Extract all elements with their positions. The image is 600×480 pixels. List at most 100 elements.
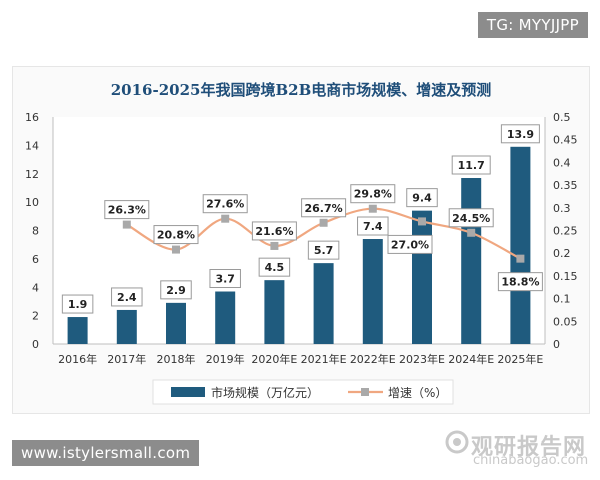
bar bbox=[215, 291, 236, 344]
chart-svg: 2016-2025年我国跨境B2B电商市场规模、增速及预测 0 2 4 6 8 10 12 1… bbox=[25, 81, 578, 405]
x-tick-label: 2017年 bbox=[107, 352, 146, 366]
bar-data-label: 5.7 bbox=[314, 244, 334, 257]
chart-title: 2016-2025年我国跨境B2B电商市场规模、增速及预测 bbox=[111, 81, 492, 99]
growth-data-label-box bbox=[448, 208, 494, 228]
legend-swatch-bar bbox=[171, 387, 205, 397]
bar-data-label-box bbox=[500, 124, 540, 144]
growth-point bbox=[270, 241, 279, 250]
y-left-tick-label: 2 bbox=[32, 310, 39, 323]
growth-data-label-box bbox=[202, 194, 248, 214]
y-right-tick-label: 0.5 bbox=[553, 111, 571, 124]
bar-data-label-box bbox=[160, 280, 192, 300]
bar bbox=[362, 239, 383, 344]
bar-data-label-box bbox=[258, 257, 291, 277]
y-left-tick-label: 8 bbox=[32, 225, 39, 238]
bar-data-label-box bbox=[357, 216, 389, 236]
growth-data-label-box bbox=[350, 184, 396, 204]
growth-data-label: 26.7% bbox=[305, 202, 343, 215]
bar bbox=[313, 263, 334, 344]
x-tick-label: 2025年E bbox=[497, 352, 543, 366]
legend-label-bar: 市场规模（万亿元） bbox=[211, 385, 319, 400]
bar-data-label: 9.4 bbox=[412, 192, 432, 205]
x-tick-label: 2021年E bbox=[301, 352, 347, 366]
chart-panel: 2016-2025年我国跨境B2B电商市场规模、增速及预测 0 2 4 6 8 10 12 1… bbox=[12, 66, 590, 468]
bar bbox=[116, 309, 137, 344]
y-right-tick-label: 0.2 bbox=[553, 247, 571, 260]
x-tick-label: 2023年E bbox=[399, 352, 445, 366]
bar-data-label-box bbox=[451, 155, 491, 175]
bar bbox=[510, 146, 531, 344]
watermark-logo-icon bbox=[445, 430, 469, 454]
legend-swatch-marker bbox=[361, 388, 369, 396]
bar bbox=[166, 302, 186, 344]
growth-point bbox=[319, 218, 328, 227]
y-left-tick-label: 10 bbox=[25, 196, 39, 209]
top-watermark-tag: TG: MYYJJPP bbox=[477, 12, 588, 38]
growth-data-label-box bbox=[251, 221, 297, 241]
bar-data-label-box bbox=[61, 294, 94, 314]
x-tick-label: 2024年E bbox=[448, 352, 494, 366]
y-right-tick-label: 0.05 bbox=[553, 315, 578, 328]
x-tick-label: 2019年 bbox=[206, 352, 245, 366]
y-right-tick-label: 0.4 bbox=[553, 156, 571, 169]
y-left-tick-label: 12 bbox=[25, 168, 39, 181]
x-tick-label: 2022年E bbox=[350, 352, 396, 366]
growth-point bbox=[516, 254, 525, 263]
bar-data-label: 7.4 bbox=[363, 220, 383, 233]
growth-data-label-box bbox=[301, 198, 347, 218]
x-tick-label: 2020年E bbox=[251, 352, 297, 366]
bar-data-label: 3.7 bbox=[215, 273, 235, 286]
bar-data-label: 11.7 bbox=[458, 159, 485, 172]
y-left-tick-label: 0 bbox=[32, 338, 39, 351]
bar bbox=[412, 210, 432, 344]
growth-data-label: 27.6% bbox=[206, 198, 244, 211]
bottom-watermark-tag: www.istylersmall.com bbox=[12, 440, 200, 466]
bar-data-label: 1.9 bbox=[68, 298, 88, 311]
bar-data-label-box bbox=[111, 287, 143, 307]
x-tick-label: 2018年 bbox=[157, 352, 196, 366]
growth-point bbox=[368, 204, 377, 213]
y-right-tick-label: 0.1 bbox=[553, 293, 571, 306]
bar bbox=[67, 317, 88, 344]
legend-label-line: 增速（%） bbox=[388, 386, 447, 400]
bar-data-label: 2.4 bbox=[117, 291, 137, 304]
y-right-tick-label: 0.3 bbox=[553, 202, 571, 215]
growth-point bbox=[467, 228, 476, 237]
growth-data-label: 24.5% bbox=[452, 212, 490, 225]
bar-data-label: 13.9 bbox=[507, 128, 534, 141]
growth-point bbox=[418, 217, 426, 226]
bar bbox=[264, 280, 285, 344]
y-right-tick-label: 0.25 bbox=[553, 225, 578, 238]
y-left-tick-label: 4 bbox=[32, 281, 39, 294]
growth-data-label: 29.8% bbox=[354, 188, 392, 201]
watermark-url: chinabaogao.com bbox=[473, 453, 589, 468]
y-right-tick-label: 0 bbox=[553, 338, 560, 351]
growth-point bbox=[172, 245, 180, 254]
growth-data-label-box bbox=[153, 225, 199, 245]
growth-data-label: 18.8% bbox=[501, 276, 539, 289]
y-left-tick-label: 6 bbox=[32, 253, 39, 266]
plot-area: 0 2 4 6 8 10 12 14 16 0 0.05 0.1 0.15 0.2 0.25 0.3 0.35 0… bbox=[25, 111, 578, 366]
growth-data-label: 21.6% bbox=[255, 225, 293, 238]
bar-data-label-box bbox=[307, 240, 340, 260]
growth-data-label-box bbox=[497, 272, 543, 292]
bar-data-label: 4.5 bbox=[265, 261, 285, 274]
bar bbox=[461, 178, 482, 344]
growth-data-label: 20.8% bbox=[157, 229, 195, 242]
bar-data-label-box bbox=[406, 188, 438, 208]
growth-data-label-box bbox=[104, 200, 150, 220]
growth-data-label: 26.3% bbox=[108, 204, 146, 217]
x-tick-label: 2016年 bbox=[58, 352, 97, 366]
y-right-tick-label: 0.15 bbox=[553, 270, 578, 283]
growth-data-label: 27.0% bbox=[391, 238, 429, 251]
watermark-logo-text: 观研报告网 bbox=[471, 435, 587, 460]
y-left-tick-label: 16 bbox=[25, 111, 39, 124]
growth-point bbox=[221, 214, 230, 223]
y-right-tick-label: 0.45 bbox=[553, 134, 578, 147]
bar-data-label: 2.9 bbox=[166, 284, 186, 297]
growth-data-label-box bbox=[387, 234, 433, 254]
growth-point bbox=[122, 220, 131, 229]
y-left-tick-label: 14 bbox=[25, 139, 39, 152]
bar-data-label-box bbox=[209, 269, 241, 289]
y-right-tick-label: 0.35 bbox=[553, 179, 578, 192]
